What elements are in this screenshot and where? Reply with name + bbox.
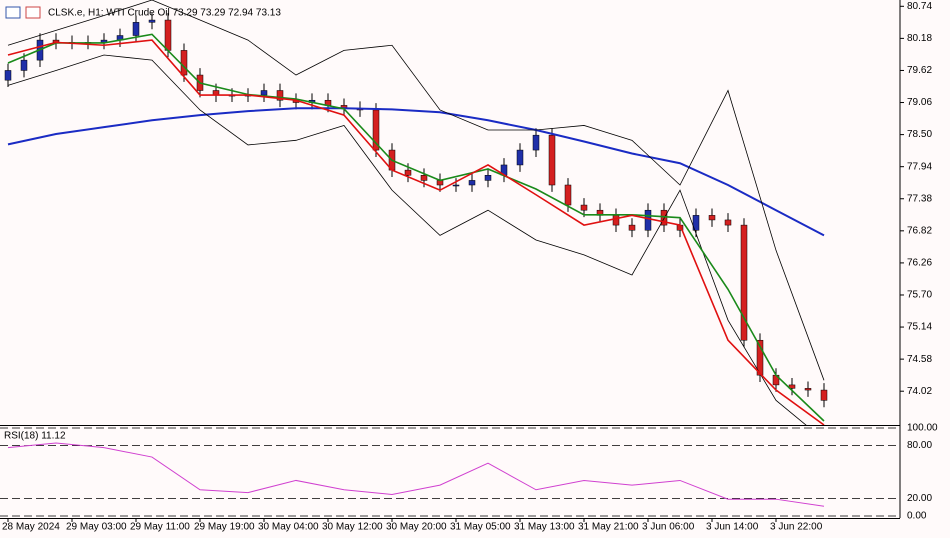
candle-body (468, 180, 476, 186)
candle-body (132, 22, 140, 36)
y-tick-label: 76.26 (907, 258, 932, 269)
y-tick-label: 80.18 (907, 33, 932, 44)
x-tick-label: 30 May 04:00 (258, 522, 319, 533)
x-tick-label: 31 May 05:00 (450, 522, 511, 533)
candle-body (548, 134, 556, 186)
icon (25, 6, 41, 19)
y-tick-label: 78.50 (907, 129, 932, 140)
candle-body (404, 169, 412, 176)
candle-body (724, 219, 732, 226)
indicator-line (7, 107, 825, 237)
candle-body (420, 175, 428, 181)
candle-body (452, 184, 460, 187)
indicator-line (7, 0, 825, 381)
y-tick-label: 75.14 (907, 322, 932, 333)
rsi-line (7, 442, 825, 507)
header: CLSK.e, H1: WTI Crude Oil 73.29 73.29 72… (5, 6, 281, 19)
x-tick-label: 3 Jun 22:00 (770, 522, 823, 533)
candle-body (260, 90, 268, 96)
y-tick-label: 80.74 (907, 1, 932, 12)
y-tick-label: 0.00 (907, 511, 927, 522)
icon (5, 6, 21, 19)
y-tick-label: 74.02 (907, 386, 932, 397)
candle-body (516, 149, 524, 166)
y-tick-label: 77.38 (907, 193, 932, 204)
x-tick-label: 30 May 20:00 (386, 522, 447, 533)
x-tick-label: 29 May 11:00 (130, 522, 190, 533)
y-tick-label: 74.58 (907, 354, 932, 365)
candle-body (692, 215, 700, 231)
candle-body (532, 134, 540, 151)
y-tick-label: 79.62 (907, 65, 932, 76)
candle-body (756, 339, 764, 376)
y-tick-label: 20.00 (907, 493, 932, 504)
y-tick-label: 75.70 (907, 290, 932, 301)
candle-body (564, 184, 572, 206)
y-tick-label: 76.82 (907, 225, 932, 236)
candle-body (484, 175, 492, 181)
x-tick-label: 29 May 03:00 (66, 522, 127, 533)
candle-body (708, 215, 716, 221)
candle-body (580, 204, 588, 211)
indicator-line (7, 39, 825, 425)
x-tick-label: 28 May 2024 (2, 522, 60, 533)
candle-body (180, 50, 188, 76)
x-tick-label: 30 May 12:00 (322, 522, 383, 533)
y-tick-label: 77.94 (907, 161, 932, 172)
chart-title: CLSK.e, H1: WTI Crude Oil 73.29 73.29 72… (48, 8, 281, 19)
candle-body (740, 224, 748, 341)
candle-body (628, 224, 636, 231)
indicator-line (7, 33, 825, 422)
candle-body (804, 388, 812, 391)
candle-body (276, 90, 284, 101)
rsi-panel (0, 427, 900, 517)
candle-body (4, 70, 12, 81)
y-tick-label: 100.00 (907, 423, 938, 434)
x-tick-label: 3 Jun 14:00 (706, 522, 759, 533)
price-panel (4, 0, 828, 425)
x-tick-label: 31 May 13:00 (514, 522, 575, 533)
candle-body (164, 19, 172, 51)
x-tick-label: 3 Jun 06:00 (642, 522, 695, 533)
y-tick-label: 80.00 (907, 440, 932, 451)
candle-body (820, 389, 828, 401)
x-tick-label: 29 May 19:00 (194, 522, 255, 533)
candle-body (148, 19, 156, 23)
candle-body (644, 209, 652, 231)
rsi-title: RSI(18) 11.12 (4, 431, 66, 442)
candle-body (612, 215, 620, 226)
indicator-line (7, 54, 807, 425)
candle-body (20, 59, 28, 71)
x-tick-label: 31 May 21:00 (578, 522, 639, 533)
y-tick-label: 79.06 (907, 97, 932, 108)
